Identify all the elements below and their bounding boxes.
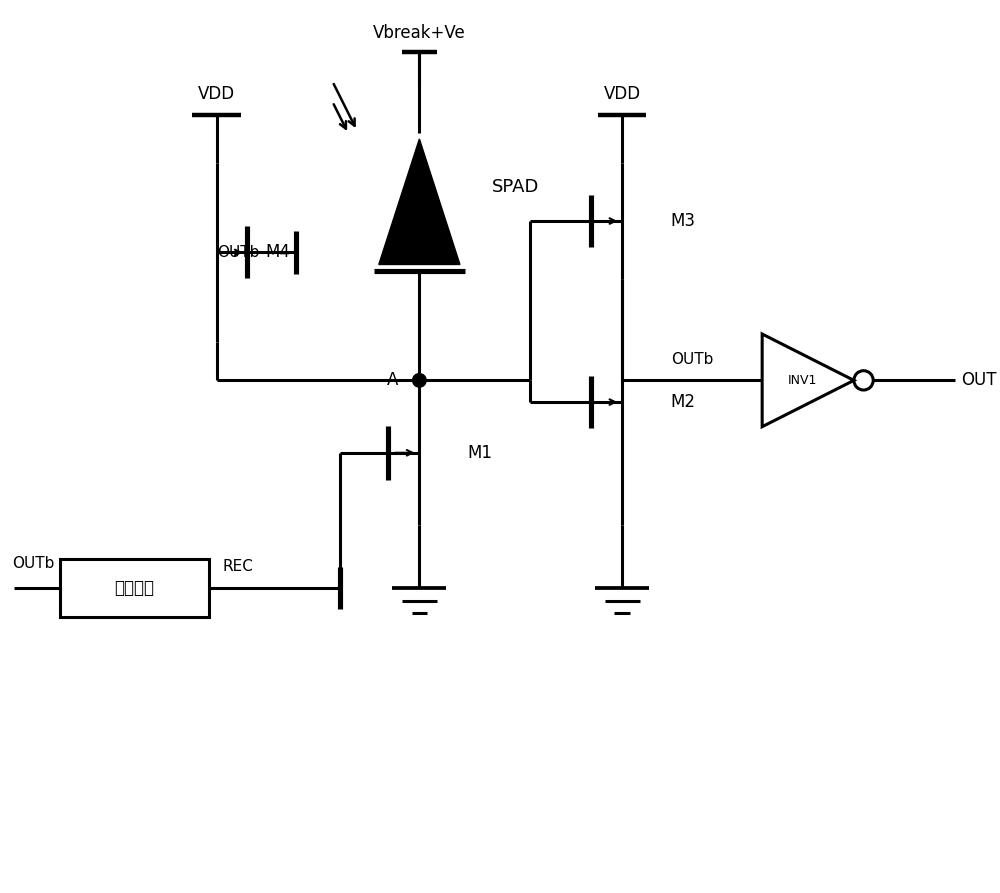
Text: A: A [387, 371, 398, 389]
Text: VDD: VDD [604, 85, 641, 103]
Text: OUT: OUT [961, 371, 997, 389]
Text: OUTb: OUTb [12, 556, 54, 572]
Polygon shape [379, 139, 460, 264]
Text: M1: M1 [468, 444, 493, 462]
Text: M4: M4 [265, 244, 290, 262]
Text: OUTb: OUTb [217, 245, 259, 260]
Text: Vbreak+Ve: Vbreak+Ve [373, 24, 466, 42]
Text: M2: M2 [670, 393, 695, 411]
Text: INV1: INV1 [788, 374, 817, 387]
Text: M3: M3 [670, 212, 695, 230]
Text: SPAD: SPAD [492, 179, 539, 196]
Bar [60, 559, 209, 617]
Text: REC: REC [223, 559, 254, 574]
Circle shape [413, 373, 426, 388]
Text: 保持电路: 保持电路 [115, 579, 155, 597]
Text: OUTb: OUTb [671, 352, 713, 367]
Text: VDD: VDD [198, 85, 235, 103]
